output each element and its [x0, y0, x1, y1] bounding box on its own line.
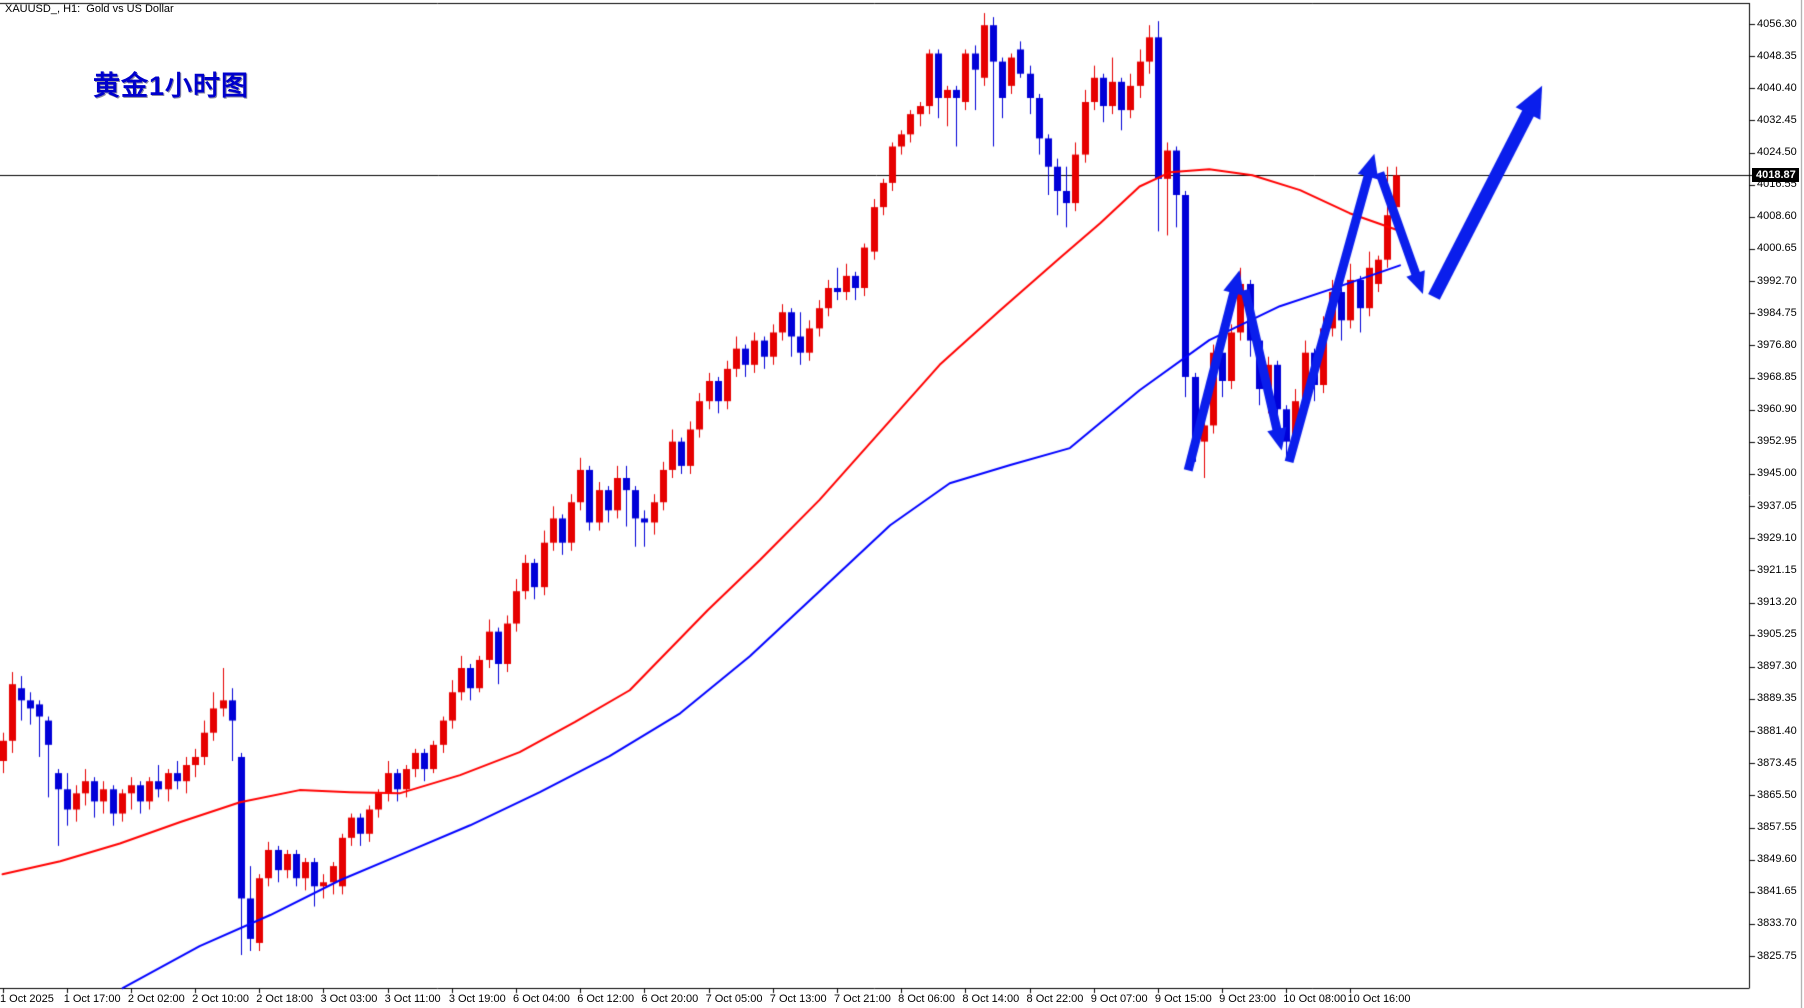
time-tick-label: 2 Oct 18:00: [256, 993, 314, 1005]
time-tick-label: 6 Oct 04:00: [513, 993, 570, 1005]
price-tick-label: 4008.60: [1757, 210, 1797, 223]
price-tick-label: 3921.15: [1757, 563, 1797, 576]
price-tick-label: 3913.20: [1757, 596, 1797, 609]
price-tick-label: 3833.70: [1757, 917, 1797, 930]
time-tick-label: 10 Oct 08:00: [1283, 993, 1347, 1005]
price-tick-label: 3889.35: [1757, 692, 1797, 705]
time-tick-label: 2 Oct 02:00: [127, 993, 185, 1005]
chart-watermark-title: 黄金1小时图: [93, 71, 250, 101]
price-tick-label: 3873.45: [1757, 756, 1797, 769]
time-tick-label: 9 Oct 07:00: [1090, 993, 1148, 1005]
price-tick-label: 3968.85: [1757, 371, 1797, 384]
time-tick-label: 8 Oct 22:00: [1026, 993, 1084, 1005]
time-tick-label: 3 Oct 19:00: [448, 993, 506, 1005]
price-tick-label: 3881.40: [1757, 724, 1797, 737]
time-tick-label: 6 Oct 20:00: [641, 993, 699, 1005]
chart-symbol-label: XAUUSD_, H1: Gold vs US Dollar: [5, 3, 174, 15]
time-tick-label: 9 Oct 23:00: [1219, 993, 1276, 1005]
time-tick-label: 7 Oct 05:00: [705, 993, 763, 1005]
price-tick-label: 4032.45: [1757, 113, 1797, 126]
price-tick-label: 3929.10: [1757, 531, 1797, 544]
price-tick-label: 4040.40: [1757, 81, 1797, 94]
price-tick-label: 3865.50: [1757, 788, 1797, 801]
price-tick-label: 3952.95: [1757, 435, 1797, 448]
price-tick-label: 3841.65: [1757, 885, 1797, 898]
price-tick-label: 4056.30: [1757, 17, 1797, 30]
price-tick-label: 3945.00: [1757, 467, 1797, 480]
price-tick-label: 3857.55: [1757, 821, 1797, 833]
price-tick-label: 3937.05: [1757, 499, 1797, 512]
time-tick-label: 10 Oct 16:00: [1347, 993, 1411, 1005]
bid-price-tag: 4018.87: [1752, 168, 1799, 183]
price-tick-label: 4024.50: [1757, 146, 1797, 159]
time-tick-label: 3 Oct 03:00: [320, 993, 378, 1005]
time-tick-label: 8 Oct 06:00: [898, 993, 956, 1005]
price-tick-label: 3976.80: [1757, 338, 1797, 351]
price-tick-label: 3992.70: [1757, 274, 1797, 287]
price-tick-label: 4000.65: [1757, 242, 1797, 255]
price-tick-label: 3984.75: [1757, 306, 1797, 319]
time-tick-label: 8 Oct 14:00: [962, 993, 1020, 1005]
price-tick-label: 3825.75: [1757, 949, 1797, 962]
time-tick-label: 6 Oct 12:00: [577, 993, 635, 1005]
time-tick-label: 2 Oct 10:00: [192, 993, 249, 1005]
price-tick-label: 3849.60: [1757, 853, 1797, 866]
price-tick-label: 3897.30: [1757, 660, 1797, 673]
time-tick-label: 1 Oct 17:00: [63, 993, 121, 1005]
time-tick-label: 7 Oct 21:00: [833, 993, 891, 1005]
price-tick-label: 3905.25: [1757, 628, 1797, 641]
time-tick-label: 3 Oct 11:00: [384, 993, 441, 1005]
time-tick-label: 9 Oct 15:00: [1154, 993, 1212, 1005]
time-tick-label: 1 Oct 2025: [0, 993, 54, 1005]
price-tick-label: 4048.35: [1757, 49, 1797, 62]
time-tick-label: 7 Oct 13:00: [769, 993, 827, 1005]
price-tick-label: 3960.90: [1757, 403, 1797, 416]
